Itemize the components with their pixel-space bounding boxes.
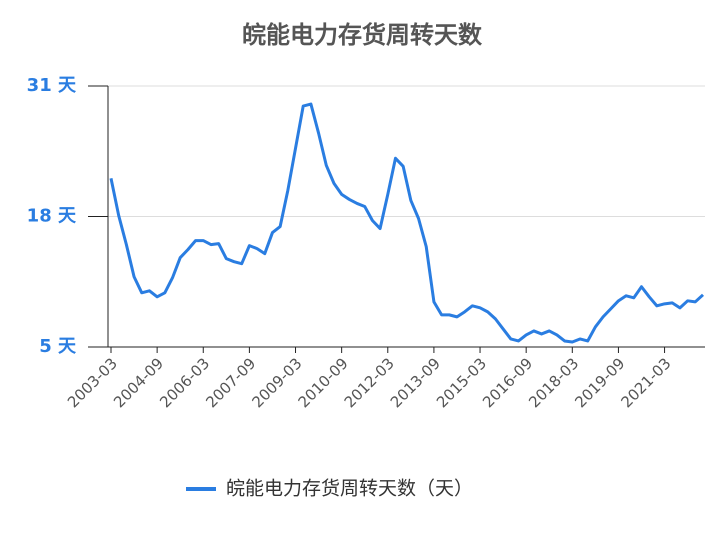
x-tick-label: 2016-09	[479, 354, 536, 411]
y-tick-label: 18 天	[27, 206, 77, 227]
x-tick-label: 2010-09	[295, 354, 352, 411]
x-tick-label: 2015-03	[433, 354, 490, 411]
line	[109, 102, 705, 344]
x-tick-label: 2012-03	[341, 354, 398, 411]
y-tick-label: 5 天	[39, 336, 77, 357]
x-tick-label: 2006-03	[156, 354, 213, 411]
x-tick-label: 2013-09	[387, 354, 444, 411]
x-tick-label: 2009-03	[248, 354, 305, 411]
y-tick-label: 31 天	[27, 75, 77, 96]
legend-label: 皖能电力存货周转天数（天）	[226, 478, 473, 500]
x-tick-label: 2007-09	[202, 354, 259, 411]
x-tick-label: 2018-03	[525, 354, 582, 411]
x-tick-label: 2021-03	[618, 354, 675, 411]
x-tick-label: 2004-09	[110, 354, 167, 411]
x-tick-label: 2019-09	[571, 354, 628, 411]
x-tick-label: 2003-03	[64, 354, 121, 411]
chart-title: 皖能电力存货周转天数	[242, 21, 483, 49]
